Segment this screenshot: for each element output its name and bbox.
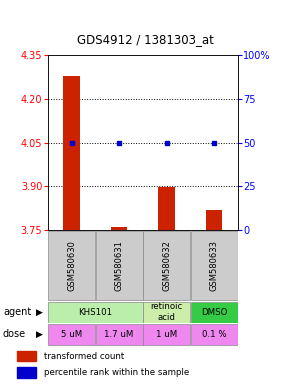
- Text: 1.7 uM: 1.7 uM: [104, 330, 134, 339]
- Text: KHS101: KHS101: [78, 308, 113, 317]
- Bar: [206, 210, 222, 230]
- Bar: [63, 76, 80, 230]
- Text: ▶: ▶: [36, 330, 43, 339]
- Text: GDS4912 / 1381303_at: GDS4912 / 1381303_at: [77, 33, 213, 46]
- FancyBboxPatch shape: [143, 231, 190, 300]
- Text: agent: agent: [3, 307, 31, 317]
- Text: GSM580633: GSM580633: [210, 240, 219, 291]
- Bar: [17, 351, 36, 361]
- Text: 1 uM: 1 uM: [156, 330, 177, 339]
- FancyBboxPatch shape: [191, 324, 238, 345]
- Text: percentile rank within the sample: percentile rank within the sample: [44, 368, 189, 377]
- Bar: [111, 227, 127, 230]
- FancyBboxPatch shape: [96, 231, 143, 300]
- Text: GSM580632: GSM580632: [162, 240, 171, 291]
- FancyBboxPatch shape: [191, 231, 238, 300]
- Text: GSM580631: GSM580631: [115, 240, 124, 291]
- Text: dose: dose: [3, 329, 26, 339]
- FancyBboxPatch shape: [143, 324, 190, 345]
- Bar: [17, 367, 36, 377]
- FancyBboxPatch shape: [96, 324, 143, 345]
- Text: DMSO: DMSO: [201, 308, 227, 317]
- Text: GSM580630: GSM580630: [67, 240, 76, 291]
- FancyBboxPatch shape: [143, 301, 190, 323]
- Text: 5 uM: 5 uM: [61, 330, 82, 339]
- FancyBboxPatch shape: [48, 301, 143, 323]
- Text: transformed count: transformed count: [44, 351, 124, 361]
- FancyBboxPatch shape: [191, 301, 238, 323]
- Bar: [158, 187, 175, 230]
- FancyBboxPatch shape: [48, 231, 95, 300]
- Text: retinoic
acid: retinoic acid: [151, 303, 183, 322]
- Text: 0.1 %: 0.1 %: [202, 330, 226, 339]
- FancyBboxPatch shape: [48, 324, 95, 345]
- Text: ▶: ▶: [36, 308, 43, 317]
